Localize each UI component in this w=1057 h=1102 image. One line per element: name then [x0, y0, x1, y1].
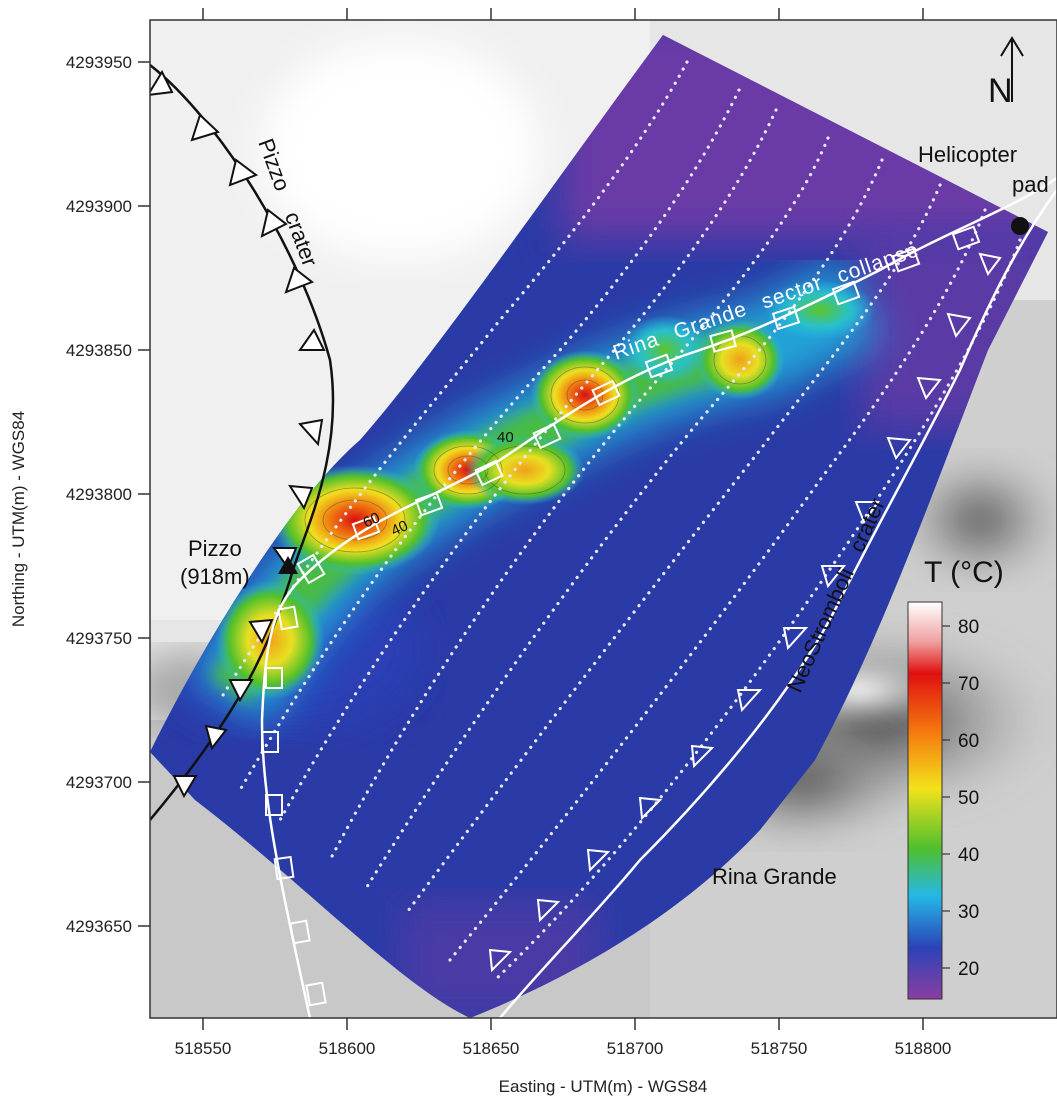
- legend-tick-label: 40: [958, 845, 979, 866]
- legend-color-bar: [907, 601, 943, 1000]
- legend-tick-label: 60: [958, 731, 979, 752]
- rina-grande-label: Rina Grande: [712, 864, 837, 889]
- y-tick-label: 4293650: [66, 917, 132, 936]
- y-tick-label: 4293800: [66, 485, 132, 504]
- sector-collapse-scarp: [260, 176, 1057, 1018]
- y-tick-label: 4293900: [66, 197, 132, 216]
- x-tick-label: 518800: [895, 1039, 952, 1058]
- pizzo-peak-marker: [278, 556, 298, 574]
- x-tick-label: 518600: [319, 1039, 376, 1058]
- pizzo-elevation-label: (918m): [180, 564, 250, 589]
- north-label: N: [988, 72, 1013, 110]
- contour-label: 40: [389, 517, 411, 539]
- temperature-legend: T (°C) 80 70 60 50 40 30 20: [907, 556, 1004, 1000]
- x-axis: 518550 518600 518650 518700 518750 518800: [175, 8, 952, 1058]
- contour-label: 60: [361, 509, 383, 531]
- helicopter-pad-marker: [1011, 217, 1029, 235]
- y-tick-label: 4293700: [66, 773, 132, 792]
- legend-tick-label: 70: [958, 674, 979, 695]
- y-tick-label: 4293850: [66, 341, 132, 360]
- x-tick-label: 518750: [751, 1039, 808, 1058]
- north-arrow-icon: [1000, 36, 1024, 102]
- x-tick-label: 518700: [607, 1039, 664, 1058]
- legend-tick-label: 30: [958, 902, 979, 923]
- legend-title: T (°C): [924, 556, 1004, 589]
- legend-tick-label: 50: [958, 788, 979, 809]
- x-tick-label: 518550: [175, 1039, 232, 1058]
- y-tick-label: 4293750: [66, 629, 132, 648]
- y-axis: 4293950 4293900 4293850 4293800 4293750 42937…: [66, 53, 150, 936]
- legend-tick-label: 80: [958, 617, 979, 638]
- helicopter-pad-label: pad: [1012, 172, 1049, 197]
- y-axis-title: Northing - UTM(m) - WGS84: [9, 411, 28, 627]
- x-tick-label: 518650: [463, 1039, 520, 1058]
- y-tick-label: 4293950: [66, 53, 132, 72]
- legend-tick-label: 20: [958, 959, 979, 980]
- helicopter-label: Helicopter: [918, 142, 1017, 167]
- contour-label: 40: [497, 429, 514, 446]
- neostromboli-crater-rim: [488, 189, 1057, 1018]
- map-frame: [149, 19, 1057, 1019]
- pizzo-peak-label: Pizzo: [188, 536, 242, 561]
- x-axis-title: Easting - UTM(m) - WGS84: [499, 1077, 708, 1096]
- survey-track-lines: [218, 60, 1022, 982]
- pizzo-crater-rim: [150, 64, 335, 821]
